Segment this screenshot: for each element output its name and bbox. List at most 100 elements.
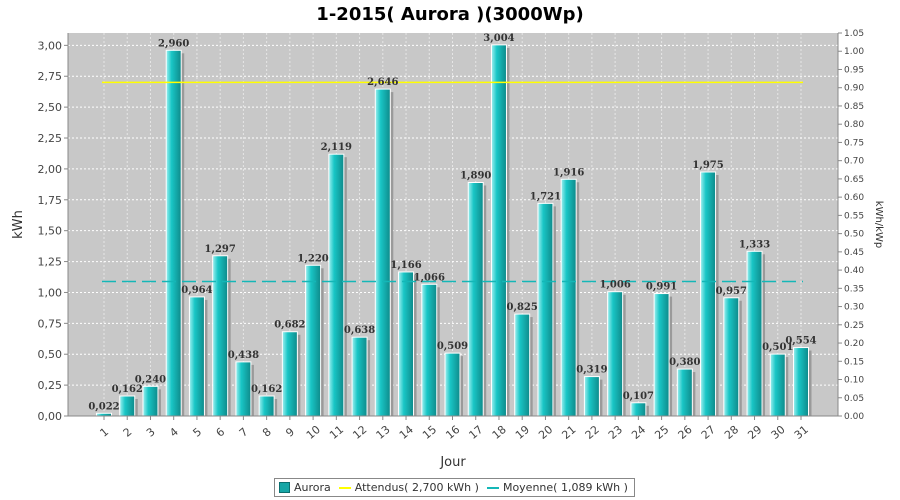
data-label-day-24: 0,107 bbox=[623, 391, 654, 402]
bar-day-20 bbox=[537, 202, 554, 417]
bar-day-18 bbox=[490, 44, 507, 417]
y2-tick-label: 0.25 bbox=[844, 321, 864, 331]
x-tick-label: 28 bbox=[722, 423, 741, 442]
x-tick-label: 23 bbox=[606, 423, 625, 442]
x-tick-label: 3 bbox=[144, 425, 158, 439]
x-tick-label: 31 bbox=[792, 423, 811, 442]
y2-tick-label: 0.80 bbox=[844, 120, 864, 130]
y2-tick-label: 1.00 bbox=[844, 47, 864, 57]
y2-tick-label: 0.15 bbox=[844, 357, 864, 367]
y2-tick-label: 1.05 bbox=[844, 29, 864, 39]
x-tick-label: 8 bbox=[260, 425, 274, 439]
data-label-day-16: 0,509 bbox=[437, 341, 468, 352]
legend-label-average: Moyenne( 1,089 kWh ) bbox=[502, 481, 628, 494]
data-label-day-14: 1,166 bbox=[390, 260, 421, 271]
bar-day-28 bbox=[723, 297, 740, 417]
x-tick-label: 30 bbox=[769, 423, 788, 442]
bar-day-5 bbox=[188, 296, 205, 417]
data-label-day-28: 0,957 bbox=[716, 286, 747, 297]
y2-tick-label: 0.20 bbox=[844, 339, 864, 349]
x-tick-label: 11 bbox=[327, 423, 346, 442]
bar-day-4 bbox=[165, 49, 182, 417]
legend: Aurora Attendus( 2,700 kWh ) Moyenne( 1,… bbox=[274, 478, 635, 497]
y-tick-label: 0,00 bbox=[38, 410, 63, 423]
bar-day-19 bbox=[514, 313, 531, 417]
y2-tick-label: 0.50 bbox=[844, 230, 864, 240]
data-label-day-26: 0,380 bbox=[669, 357, 700, 368]
y-tick-label: 0,25 bbox=[38, 379, 63, 392]
y2-axis-title: kWh/kWp bbox=[873, 201, 884, 248]
x-tick-label: 6 bbox=[214, 425, 228, 439]
x-tick-label: 5 bbox=[190, 425, 204, 439]
data-label-day-12: 0,638 bbox=[344, 325, 375, 336]
y2-tick-label: 0.60 bbox=[844, 193, 864, 203]
data-label-day-11: 2,119 bbox=[321, 142, 352, 153]
bar-day-3 bbox=[142, 385, 159, 417]
bar-day-27 bbox=[700, 171, 717, 417]
bar-day-25 bbox=[653, 293, 670, 417]
data-label-day-25: 0,991 bbox=[646, 282, 677, 293]
bar-day-22 bbox=[583, 376, 600, 417]
x-tick-label: 15 bbox=[420, 423, 439, 442]
data-label-day-7: 0,438 bbox=[228, 350, 259, 361]
x-tick-label: 26 bbox=[676, 423, 695, 442]
y2-tick-label: 0.85 bbox=[844, 102, 864, 112]
legend-item-expected: Attendus( 2,700 kWh ) bbox=[338, 481, 479, 494]
data-label-day-3: 0,240 bbox=[135, 374, 166, 385]
y2-tick-label: 0.70 bbox=[844, 157, 864, 167]
y2-tick-label: 0.00 bbox=[844, 412, 864, 422]
y-axis-title: kWh bbox=[11, 210, 26, 239]
data-label-day-23: 1,006 bbox=[599, 280, 630, 291]
y-tick-label: 3,00 bbox=[38, 39, 63, 52]
legend-label-aurora: Aurora bbox=[294, 481, 331, 494]
x-tick-label: 19 bbox=[513, 423, 532, 442]
y-tick-label: 2,50 bbox=[38, 101, 63, 114]
y2-tick-label: 0.35 bbox=[844, 284, 864, 294]
x-tick-label: 13 bbox=[374, 423, 393, 442]
data-labels: 0,0220,1620,2402,9600,9641,2970,4380,162… bbox=[88, 33, 816, 412]
x-tick-label: 20 bbox=[536, 423, 555, 442]
y2-tick-label: 0.95 bbox=[844, 65, 864, 75]
x-tick-label: 21 bbox=[559, 423, 578, 442]
data-label-day-22: 0,319 bbox=[576, 365, 607, 376]
data-label-day-9: 0,682 bbox=[274, 320, 305, 331]
bar-day-29 bbox=[746, 250, 763, 417]
data-label-day-30: 0,501 bbox=[762, 342, 793, 353]
data-label-day-20: 1,721 bbox=[530, 191, 561, 202]
legend-line-expected bbox=[338, 486, 351, 489]
bar-day-13 bbox=[374, 88, 391, 417]
bar-day-21 bbox=[560, 178, 577, 417]
y-tick-label: 2,00 bbox=[38, 163, 63, 176]
x-tick-label: 4 bbox=[167, 425, 181, 439]
x-axis-title: Jour bbox=[439, 455, 466, 470]
bar-day-16 bbox=[444, 352, 461, 417]
x-tick-label: 22 bbox=[583, 423, 602, 442]
data-label-day-8: 0,162 bbox=[251, 384, 282, 395]
y2-tick-label: 0.65 bbox=[844, 175, 864, 185]
bar-day-2 bbox=[119, 395, 136, 417]
bar-day-24 bbox=[630, 402, 647, 417]
legend-line-average bbox=[486, 486, 499, 489]
x-tick-label: 27 bbox=[699, 423, 718, 442]
legend-item-aurora: Aurora bbox=[279, 481, 331, 494]
x-tick-label: 1 bbox=[97, 425, 111, 439]
bar-day-31 bbox=[793, 347, 809, 417]
y-tick-label: 1,25 bbox=[38, 256, 63, 269]
x-tick-label: 14 bbox=[397, 423, 416, 442]
bar-day-23 bbox=[607, 291, 624, 417]
y2-tick-label: 0.10 bbox=[844, 376, 864, 386]
x-tick-label: 29 bbox=[745, 423, 764, 442]
bar-day-6 bbox=[212, 255, 229, 417]
y2-tick-label: 0.90 bbox=[844, 84, 864, 94]
x-tick-label: 25 bbox=[652, 423, 671, 442]
y-tick-label: 0,50 bbox=[38, 348, 63, 361]
legend-item-average: Moyenne( 1,089 kWh ) bbox=[486, 481, 628, 494]
bar-day-12 bbox=[351, 336, 368, 417]
bar-day-30 bbox=[769, 353, 786, 417]
y2-tick-label: 0.45 bbox=[844, 248, 864, 258]
bars bbox=[96, 44, 812, 417]
data-label-day-31: 0,554 bbox=[785, 336, 816, 347]
y-tick-label: 2,75 bbox=[38, 70, 63, 83]
x-tick-label: 2 bbox=[121, 425, 135, 439]
